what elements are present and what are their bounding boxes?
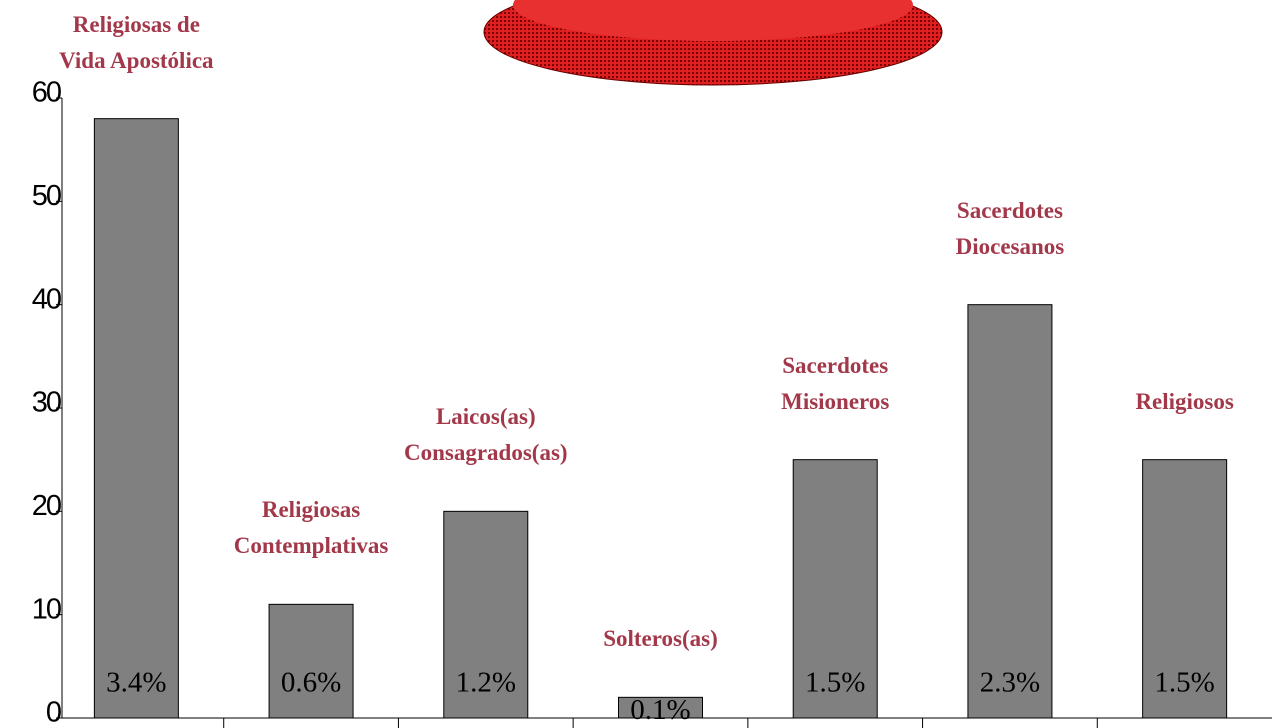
category-label: Solteros(as) — [603, 626, 718, 652]
category-label: Religiosas Contemplativas — [233, 497, 389, 559]
bar — [443, 510, 529, 719]
y-tick-label: 30 — [32, 387, 61, 419]
decoration — [483, 0, 943, 86]
bar-annotation: 2.3% — [980, 667, 1040, 699]
category-label: Sacerdotes Diocesanos — [955, 197, 1065, 259]
category-label: Sacerdotes Misioneros — [781, 352, 890, 414]
bar-annotation: 1.5% — [1154, 667, 1214, 699]
category-label: Laicos(as) Consagrados(as) — [403, 404, 568, 466]
bar — [618, 696, 703, 719]
bar — [967, 304, 1053, 719]
bar-annotation: 0.1% — [630, 694, 690, 726]
bar-annotation: 3.4% — [106, 667, 166, 699]
bar-annotation: 1.5% — [805, 667, 865, 699]
bar — [93, 118, 179, 719]
y-tick-label: 40 — [32, 283, 61, 315]
bar — [268, 603, 354, 719]
bar-annotation: 1.2% — [456, 667, 516, 699]
bar-annotation: 0.6% — [281, 667, 341, 699]
category-label: Religiosos — [1135, 388, 1234, 414]
y-tick-label: 10 — [32, 593, 61, 625]
y-tick-label: 50 — [32, 180, 61, 212]
y-tick-label: 60 — [32, 77, 61, 109]
y-tick-label: 0 — [46, 697, 61, 728]
bar — [792, 459, 878, 719]
category-label: Religiosas de Vida Apostólica — [59, 11, 214, 73]
y-tick-label: 20 — [32, 490, 61, 522]
bar — [1142, 459, 1228, 719]
